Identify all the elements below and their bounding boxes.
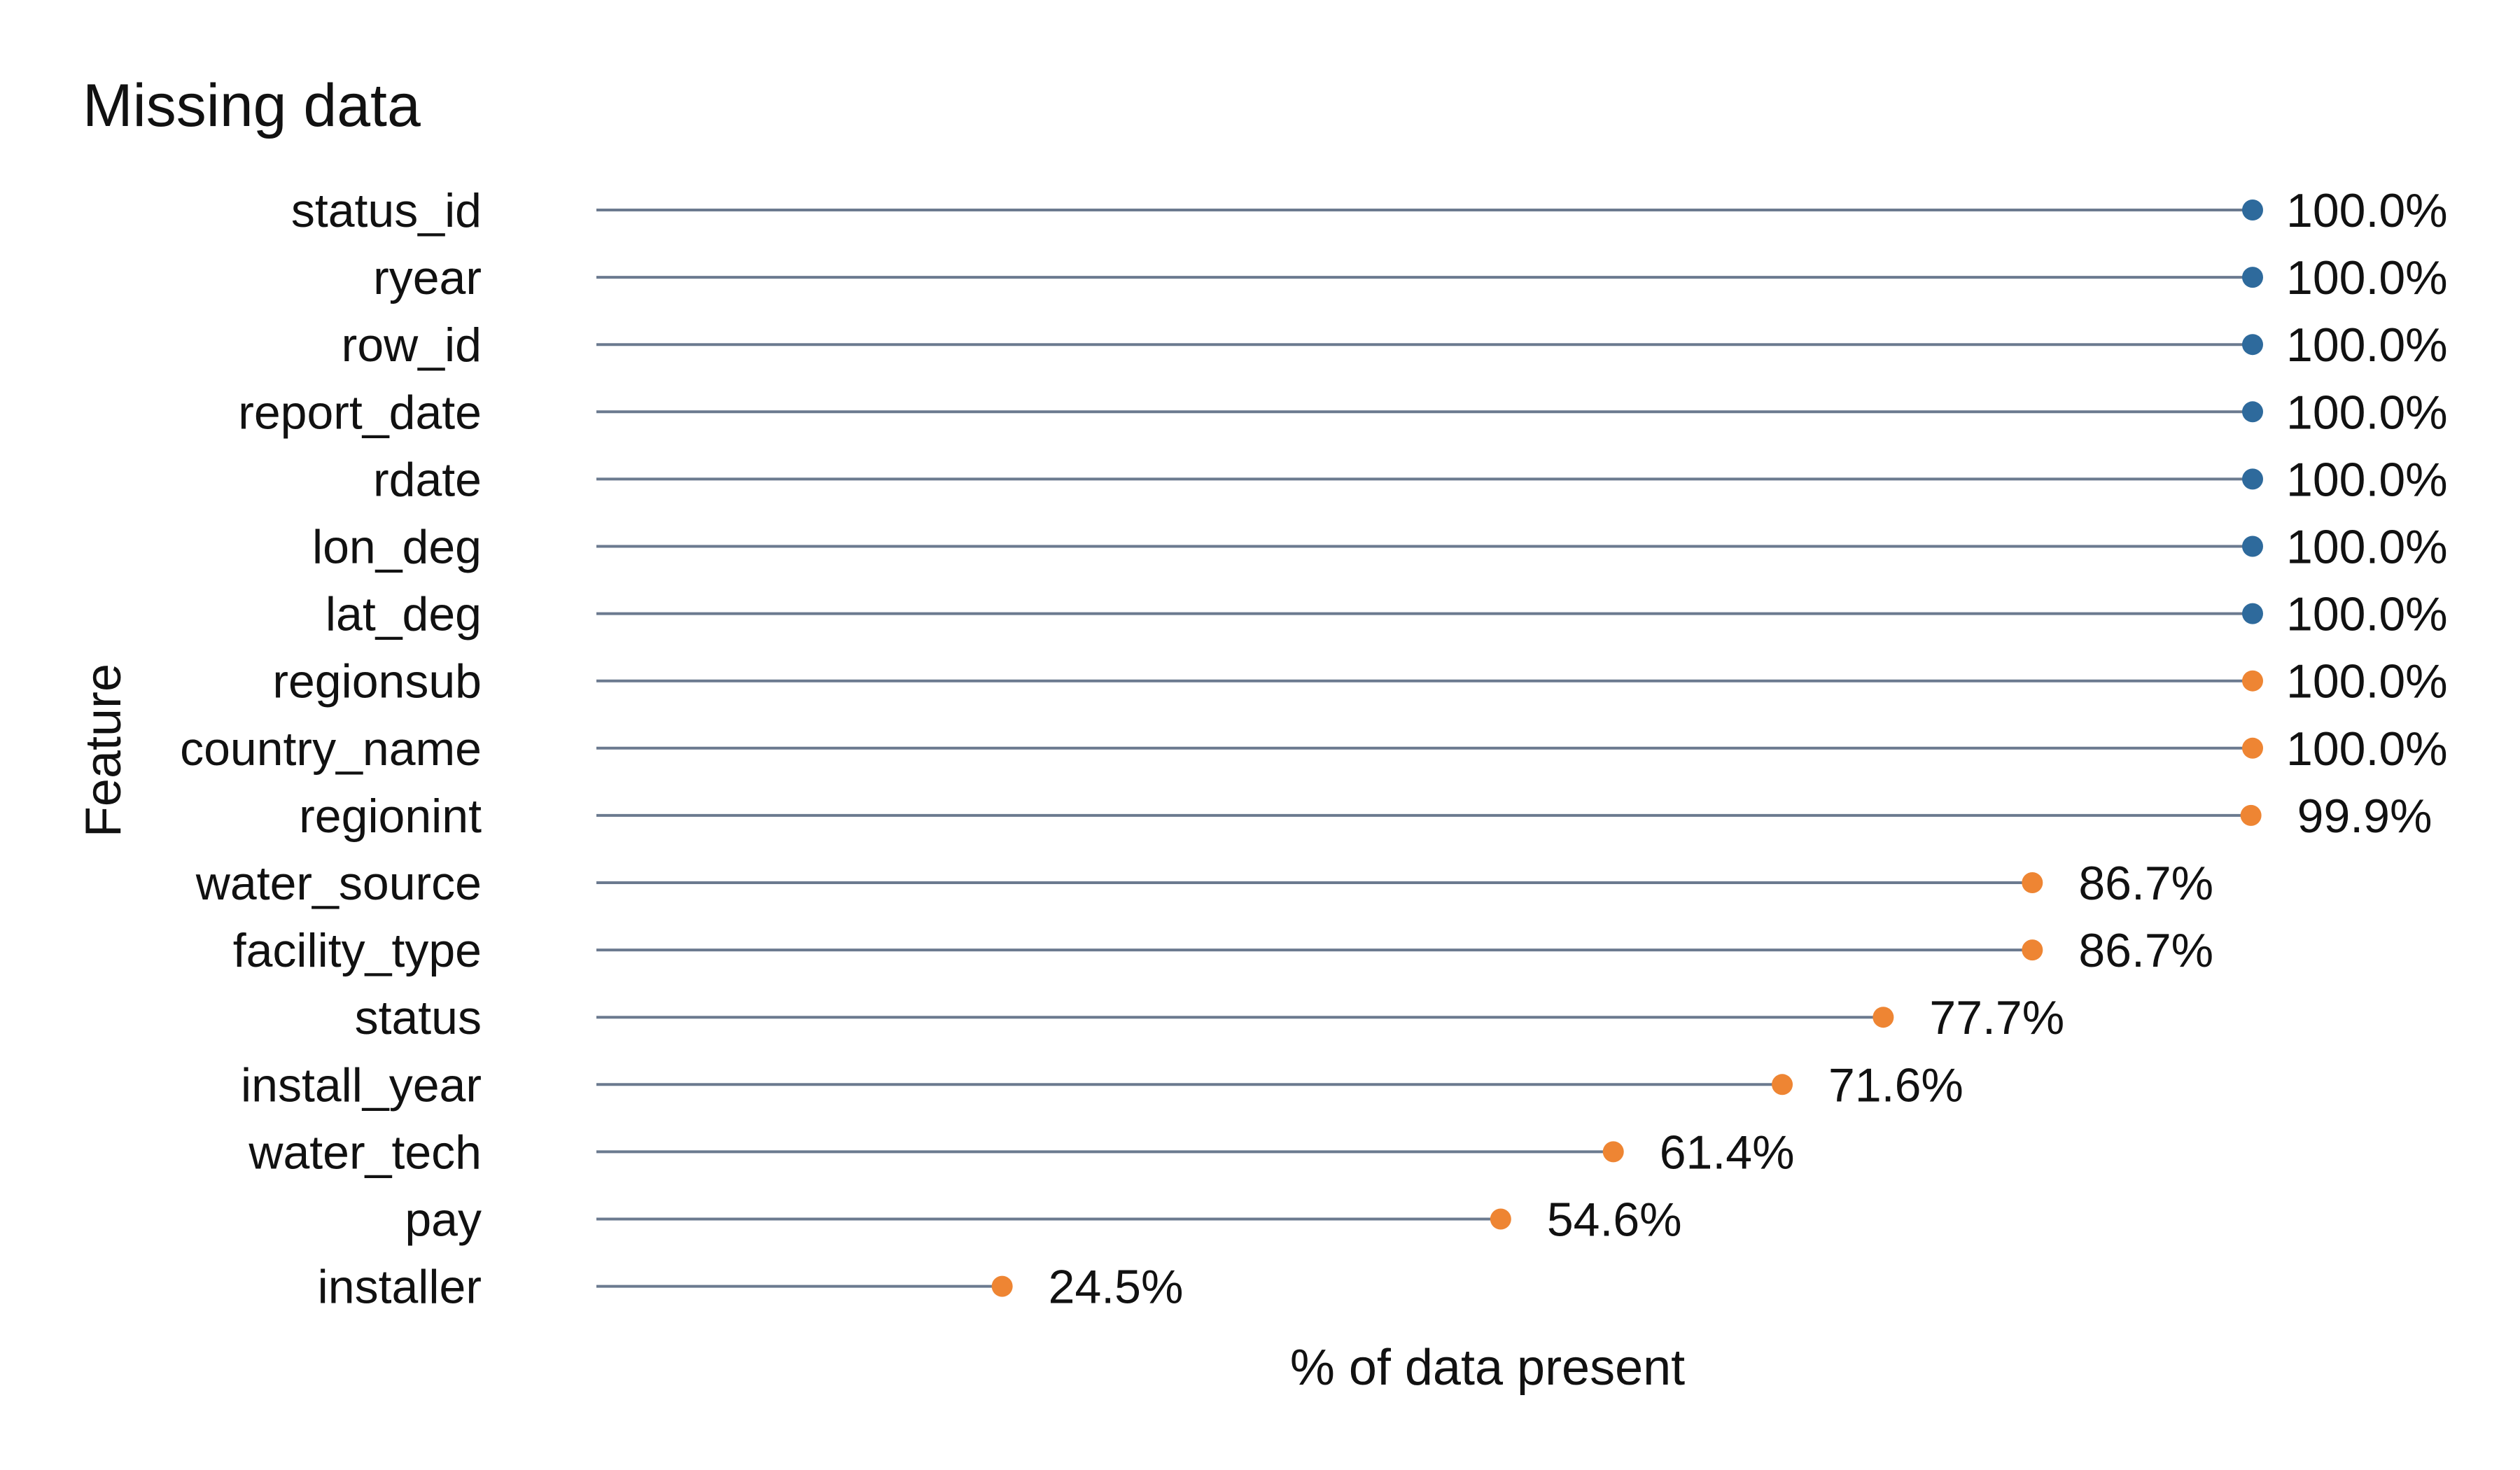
- y-tick-label: regionsub: [272, 655, 482, 708]
- lollipop-point: [991, 1275, 1013, 1297]
- data-label: 100.0%: [2286, 521, 2448, 574]
- y-tick-label: installer: [318, 1261, 482, 1314]
- lollipop-point: [1872, 1007, 1894, 1028]
- data-label: 100.0%: [2286, 453, 2448, 506]
- y-tick-label: water_source: [195, 857, 482, 910]
- lollipop-point: [2240, 804, 2262, 826]
- data-label: 24.5%: [1049, 1261, 1184, 1314]
- y-tick-label: status_id: [291, 184, 482, 237]
- y-tick-label: facility_type: [233, 924, 482, 977]
- lollipop-point: [2242, 670, 2263, 692]
- data-label: 99.9%: [2297, 790, 2432, 843]
- y-tick-label: country_name: [180, 722, 482, 776]
- y-tick-label: lon_deg: [312, 521, 482, 574]
- y-tick-label: regionint: [299, 790, 482, 843]
- lollipop-point: [2242, 200, 2263, 220]
- data-label: 100.0%: [2286, 588, 2448, 641]
- chart-title: Missing data: [83, 72, 421, 139]
- data-label: 86.7%: [2078, 857, 2213, 910]
- data-label: 61.4%: [1660, 1126, 1795, 1179]
- data-label: 100.0%: [2286, 251, 2448, 304]
- lollipop-point: [1772, 1074, 1793, 1096]
- y-tick-label: install_year: [241, 1058, 482, 1112]
- y-axis-title: Feature: [76, 664, 132, 837]
- y-tick-label: water_tech: [248, 1126, 482, 1179]
- lollipop-point: [2242, 603, 2263, 624]
- lollipop-point: [2242, 737, 2263, 759]
- data-label: 54.6%: [1547, 1194, 1682, 1247]
- lollipop-point: [2242, 468, 2263, 490]
- lollipop-point: [2242, 267, 2263, 288]
- y-tick-label: row_id: [342, 318, 482, 372]
- data-label: 77.7%: [1929, 991, 2064, 1044]
- data-label: 100.0%: [2286, 722, 2448, 776]
- lollipop-point: [2242, 536, 2263, 557]
- data-label: 100.0%: [2286, 386, 2448, 439]
- lollipop-point: [1602, 1141, 1624, 1163]
- x-axis-title: % of data present: [1290, 1340, 1685, 1396]
- data-label: 71.6%: [1828, 1058, 1963, 1112]
- y-tick-label: status: [355, 991, 482, 1044]
- lollipop-point: [2242, 334, 2263, 356]
- lollipop-point: [2022, 939, 2043, 961]
- y-tick-label: lat_deg: [326, 588, 482, 641]
- data-label: 86.7%: [2078, 924, 2213, 977]
- y-tick-label: ryear: [373, 251, 482, 304]
- lollipop-point: [1490, 1208, 1511, 1230]
- y-tick-label: report_date: [238, 386, 482, 439]
- data-label: 100.0%: [2286, 318, 2448, 372]
- lollipop-point: [2022, 872, 2043, 893]
- data-label: 100.0%: [2286, 184, 2448, 237]
- y-tick-label: rdate: [373, 453, 482, 506]
- lollipop-point: [2242, 401, 2263, 423]
- plot-area: status_id 100.0% ryear 100.0% row_id 100.0% re…: [180, 184, 2448, 1314]
- y-tick-label: pay: [405, 1194, 482, 1247]
- data-label: 100.0%: [2286, 655, 2448, 708]
